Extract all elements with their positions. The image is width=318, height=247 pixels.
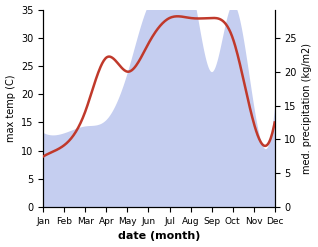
Y-axis label: med. precipitation (kg/m2): med. precipitation (kg/m2) (302, 43, 313, 174)
Y-axis label: max temp (C): max temp (C) (5, 75, 16, 142)
X-axis label: date (month): date (month) (118, 231, 200, 242)
